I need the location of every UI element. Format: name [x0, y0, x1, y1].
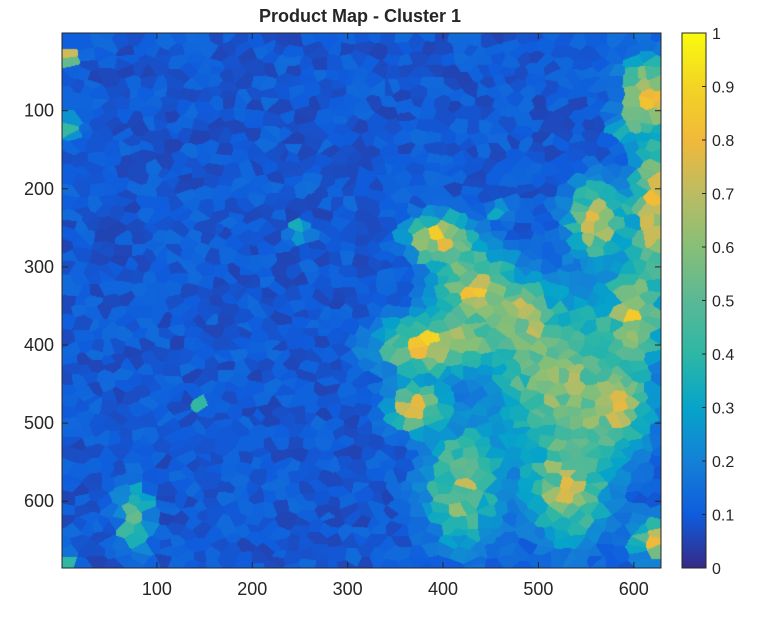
colorbar-tick-label: 0.9 — [712, 80, 734, 97]
x-tick-label: 200 — [237, 579, 267, 599]
colorbar-tick-label: 0.6 — [712, 240, 734, 257]
x-tick-label: 300 — [333, 579, 363, 599]
colorbar-tick-label: 0.5 — [712, 294, 734, 311]
plot-area — [62, 33, 661, 568]
y-tick-label: 200 — [24, 179, 54, 199]
heatmap-image — [62, 33, 661, 568]
colorbar-tick-label: 0 — [712, 561, 721, 578]
chart-title: Product Map - Cluster 1 — [259, 6, 461, 26]
colorbar-tick-label: 0.2 — [712, 454, 734, 471]
colorbar-tick-label: 0.4 — [712, 347, 734, 364]
x-tick-label: 100 — [142, 579, 172, 599]
y-tick-label: 100 — [24, 101, 54, 121]
colorbar-ticks: 0 0.1 0.2 0.3 0.4 0.5 0.6 0.7 0.8 0.9 1 — [702, 26, 734, 578]
y-tick-label: 500 — [24, 413, 54, 433]
x-tick-label: 600 — [619, 579, 649, 599]
plot-frame — [61, 32, 662, 569]
y-axis-ticks: 100 200 300 400 500 600 — [24, 101, 661, 511]
x-axis-ticks: 100 200 300 400 500 600 — [142, 33, 649, 599]
colorbar-tick-label: 1 — [712, 26, 721, 43]
colorbar-tick-label: 0.1 — [712, 508, 734, 525]
y-tick-label: 600 — [24, 491, 54, 511]
y-tick-label: 400 — [24, 335, 54, 355]
x-tick-label: 500 — [523, 579, 553, 599]
y-tick-label: 300 — [24, 257, 54, 277]
colorbar-tick-label: 0.3 — [712, 401, 734, 418]
colorbar-tick-label: 0.7 — [712, 187, 734, 204]
colorbar-tick-label: 0.8 — [712, 133, 734, 150]
x-tick-label: 400 — [428, 579, 458, 599]
